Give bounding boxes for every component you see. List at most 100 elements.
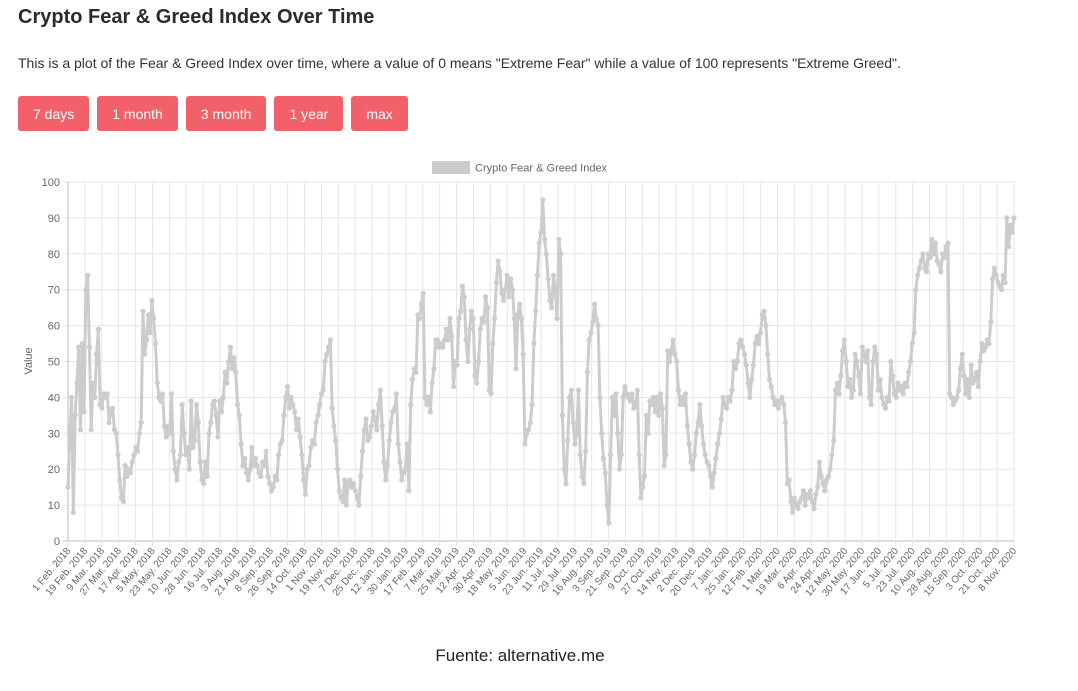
data-point[interactable] — [143, 337, 150, 343]
data-point[interactable] — [408, 401, 414, 408]
data-point[interactable] — [757, 330, 764, 336]
data-point[interactable] — [456, 315, 462, 322]
data-point[interactable] — [333, 437, 339, 444]
data-point[interactable] — [840, 348, 846, 354]
data-point[interactable] — [541, 236, 548, 243]
data-point[interactable] — [1002, 279, 1008, 286]
data-point[interactable] — [151, 315, 157, 322]
data-point[interactable] — [650, 394, 657, 400]
data-point[interactable] — [641, 473, 648, 479]
data-point[interactable] — [882, 405, 889, 411]
range-1-month-button[interactable]: 1 month — [97, 96, 178, 131]
data-point[interactable] — [677, 401, 683, 408]
data-point[interactable] — [602, 470, 608, 476]
data-point[interactable] — [588, 330, 594, 336]
data-point[interactable] — [888, 358, 894, 365]
data-point[interactable] — [395, 441, 401, 447]
data-point[interactable] — [907, 358, 914, 365]
data-point[interactable] — [597, 394, 603, 400]
data-point[interactable] — [859, 344, 865, 350]
data-point[interactable] — [700, 441, 707, 447]
data-point[interactable] — [565, 437, 571, 444]
data-point[interactable] — [292, 409, 298, 415]
data-point[interactable] — [450, 384, 457, 390]
data-point[interactable] — [707, 473, 714, 479]
data-point[interactable] — [313, 419, 319, 426]
data-point[interactable] — [670, 337, 676, 343]
data-point[interactable] — [311, 441, 317, 447]
data-point[interactable] — [317, 401, 323, 408]
data-point[interactable] — [688, 459, 694, 465]
data-point[interactable] — [609, 394, 616, 400]
data-point[interactable] — [379, 423, 385, 429]
data-point[interactable] — [561, 466, 567, 472]
data-point[interactable] — [106, 419, 112, 426]
data-point[interactable] — [424, 401, 430, 408]
data-point[interactable] — [690, 466, 696, 472]
data-point[interactable] — [320, 387, 326, 393]
data-point[interactable] — [1000, 272, 1006, 278]
data-point[interactable] — [131, 452, 137, 458]
data-point[interactable] — [918, 258, 924, 264]
data-point[interactable] — [65, 484, 71, 490]
data-point[interactable] — [993, 272, 999, 278]
data-point[interactable] — [749, 376, 755, 383]
data-point[interactable] — [297, 434, 303, 440]
data-point[interactable] — [1004, 215, 1010, 221]
data-point[interactable] — [875, 387, 881, 393]
data-point[interactable] — [734, 358, 740, 365]
data-point[interactable] — [370, 409, 376, 415]
data-point[interactable] — [957, 366, 964, 372]
data-point[interactable] — [774, 398, 780, 404]
data-point[interactable] — [352, 488, 358, 494]
data-point[interactable] — [295, 416, 301, 422]
data-point[interactable] — [659, 405, 665, 411]
data-point[interactable] — [367, 434, 373, 440]
data-point[interactable] — [110, 405, 116, 411]
data-point[interactable] — [813, 491, 819, 497]
data-point[interactable] — [547, 297, 553, 304]
data-point[interactable] — [68, 394, 75, 400]
data-point[interactable] — [559, 412, 566, 418]
data-point[interactable] — [270, 484, 276, 490]
data-point[interactable] — [99, 405, 105, 411]
data-point[interactable] — [393, 391, 400, 397]
data-point[interactable] — [525, 427, 532, 433]
data-point[interactable] — [481, 319, 487, 325]
data-point[interactable] — [604, 502, 610, 508]
data-point[interactable] — [982, 344, 989, 350]
data-point[interactable] — [336, 488, 342, 494]
data-point[interactable] — [504, 272, 510, 278]
data-point[interactable] — [666, 358, 673, 365]
data-point[interactable] — [288, 394, 294, 400]
data-point[interactable] — [124, 473, 130, 479]
data-point[interactable] — [193, 401, 200, 408]
data-point[interactable] — [629, 391, 635, 397]
data-point[interactable] — [386, 437, 392, 444]
data-point[interactable] — [681, 401, 687, 408]
data-point[interactable] — [442, 337, 448, 343]
data-point[interactable] — [964, 376, 971, 383]
data-point[interactable] — [877, 376, 883, 383]
data-point[interactable] — [233, 369, 239, 375]
data-point[interactable] — [449, 333, 455, 339]
data-point[interactable] — [674, 358, 680, 365]
data-point[interactable] — [293, 427, 300, 433]
data-point[interactable] — [184, 445, 191, 451]
data-point[interactable] — [932, 240, 939, 246]
data-point[interactable] — [998, 287, 1005, 293]
data-point[interactable] — [843, 358, 849, 365]
data-point[interactable] — [543, 251, 549, 257]
data-point[interactable] — [1007, 222, 1014, 228]
data-point[interactable] — [536, 240, 542, 246]
data-point[interactable] — [384, 463, 391, 469]
chart-legend[interactable]: Crypto Fear & Greed Index — [432, 161, 608, 175]
data-point[interactable] — [718, 416, 724, 422]
data-point[interactable] — [818, 473, 824, 479]
data-point[interactable] — [142, 351, 148, 357]
data-point[interactable] — [276, 452, 282, 458]
data-point[interactable] — [533, 308, 539, 314]
data-point[interactable] — [540, 197, 546, 203]
data-point[interactable] — [502, 287, 508, 293]
data-point[interactable] — [779, 394, 785, 400]
